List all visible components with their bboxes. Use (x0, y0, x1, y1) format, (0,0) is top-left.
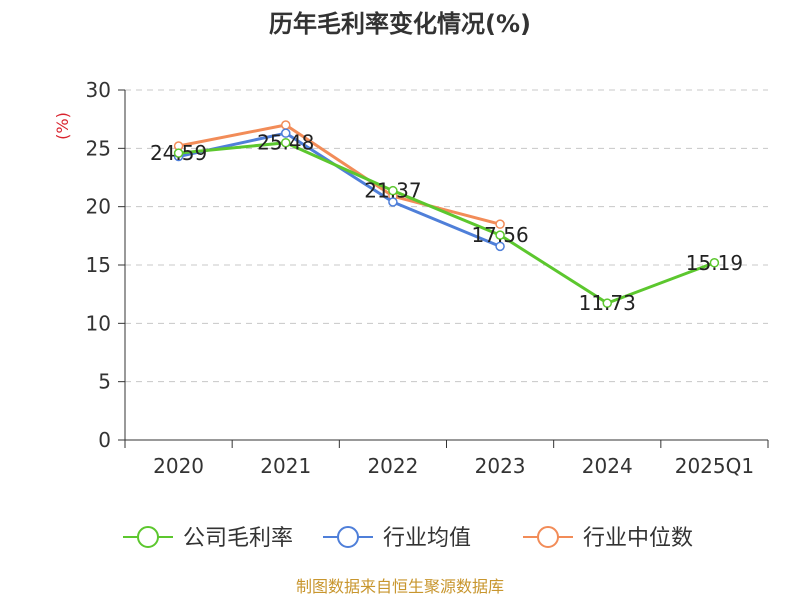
data-point (495, 230, 505, 240)
data-point (709, 258, 720, 268)
legend-label: 公司毛利率 (183, 526, 293, 551)
y-tick-label: 20 (86, 195, 111, 219)
data-point (495, 241, 505, 252)
series-line (178, 131, 501, 248)
y-axis-label: (%) (53, 112, 72, 140)
data-point (173, 148, 184, 158)
data-label: 21.37 (364, 179, 421, 203)
y-tick-label: 25 (86, 136, 111, 160)
legend-marker (337, 526, 359, 548)
legend-label: 行业均值 (383, 526, 471, 551)
x-tick-label: 2025Q1 (675, 454, 754, 478)
chart-title: 历年毛利率变化情况(%) (269, 10, 531, 38)
data-point (388, 185, 398, 196)
y-tick-label: 10 (86, 311, 111, 335)
series-line (178, 123, 501, 226)
source-note: 制图数据来自恒生聚源数据库 (296, 577, 504, 596)
data-point (388, 197, 398, 207)
data-label: 11.73 (579, 291, 636, 315)
x-tick-label: 2020 (153, 454, 204, 478)
y-tick-label: 0 (98, 428, 111, 452)
y-tick-label: 30 (86, 78, 111, 102)
y-tick-label: 15 (86, 253, 111, 277)
data-point (281, 137, 291, 148)
data-label: 25.48 (257, 131, 314, 155)
x-tick-label: 2022 (367, 454, 418, 478)
data-label: 24.59 (150, 141, 207, 165)
legend-label: 行业中位数 (583, 526, 693, 551)
data-label: 15.19 (686, 251, 743, 275)
data-point (602, 298, 612, 308)
legend-marker (137, 526, 159, 548)
data-point (281, 120, 291, 130)
x-tick-label: 2024 (582, 454, 633, 478)
data-label: 17.56 (471, 223, 528, 247)
x-tick-label: 2023 (475, 454, 526, 478)
x-tick-label: 2021 (260, 454, 311, 478)
y-tick-label: 5 (98, 370, 111, 394)
legend-marker (537, 526, 559, 548)
data-point (495, 219, 505, 229)
data-point (281, 128, 291, 138)
series-line (178, 141, 715, 305)
